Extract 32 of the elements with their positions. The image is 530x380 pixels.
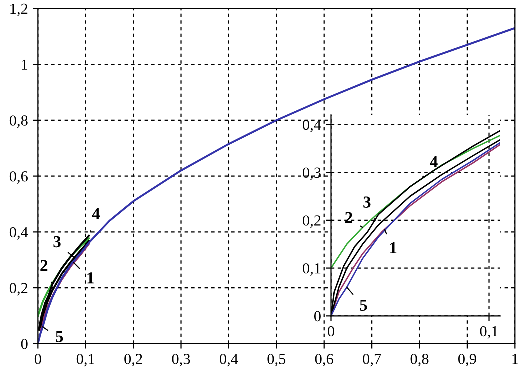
y-tick-label: 1,2	[10, 4, 28, 16]
y-tick-label: 0	[314, 311, 321, 322]
y-tick-label: 0,1	[303, 263, 321, 276]
y-tick-label: 0,2	[303, 216, 321, 228]
x-tick-label: 0,2	[124, 354, 142, 367]
y-tick-label: 0,4	[10, 227, 28, 240]
x-tick-label: 0	[34, 354, 42, 364]
x-tick-label: 0,8	[410, 354, 429, 367]
annotation: 3	[54, 236, 61, 248]
y-tick-label: 0	[21, 339, 28, 350]
x-tick-label: 0,5	[268, 354, 286, 367]
y-tick-label: 0,3	[303, 168, 321, 180]
x-tick-label: 0,9	[458, 354, 476, 367]
x-tick-label: 0,7	[363, 354, 382, 367]
x-tick-label: 0,4	[220, 354, 238, 367]
annotation: 2	[40, 260, 48, 272]
x-tick-label: 1	[512, 354, 518, 364]
y-tick-label: 0,6	[10, 171, 28, 184]
annotation: 5	[360, 300, 368, 312]
annotation: 3	[364, 196, 371, 208]
x-tick-label: 0,3	[172, 354, 190, 367]
annotation: 4	[92, 208, 100, 220]
annotation: 5	[56, 331, 64, 342]
y-tick-label: 0,8	[10, 116, 28, 128]
x-tick-label: 0,6	[315, 354, 334, 367]
annotation: 4	[430, 156, 438, 168]
annotation: 1	[390, 242, 397, 254]
annotation: 1	[88, 272, 94, 284]
y-tick-label: 0,2	[10, 283, 28, 296]
x-tick-label: 0,1	[76, 354, 94, 367]
annotation: 2	[345, 212, 352, 224]
y-tick-label: 1	[22, 60, 28, 70]
